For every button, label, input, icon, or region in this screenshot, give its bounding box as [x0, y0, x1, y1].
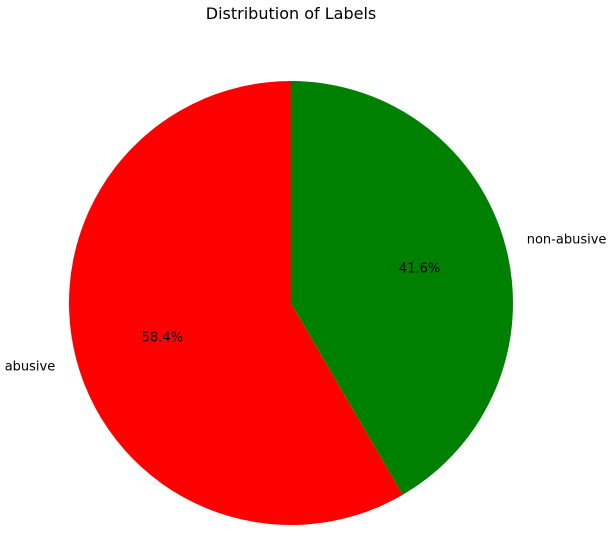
pie-slices	[69, 81, 513, 525]
pct-label-non-abusive: 41.6%	[399, 261, 440, 276]
chart-title: Distribution of Labels	[206, 4, 376, 23]
pct-label-abusive: 58.4%	[142, 331, 183, 346]
slice-label-abusive: abusive	[5, 360, 56, 375]
pie-slice-abusive	[69, 81, 403, 525]
pie-labels: 58.4% abusive 41.6% non-abusive	[5, 232, 607, 374]
pie-slice-non-abusive	[291, 81, 513, 495]
slice-label-non-abusive: non-abusive	[527, 232, 607, 247]
